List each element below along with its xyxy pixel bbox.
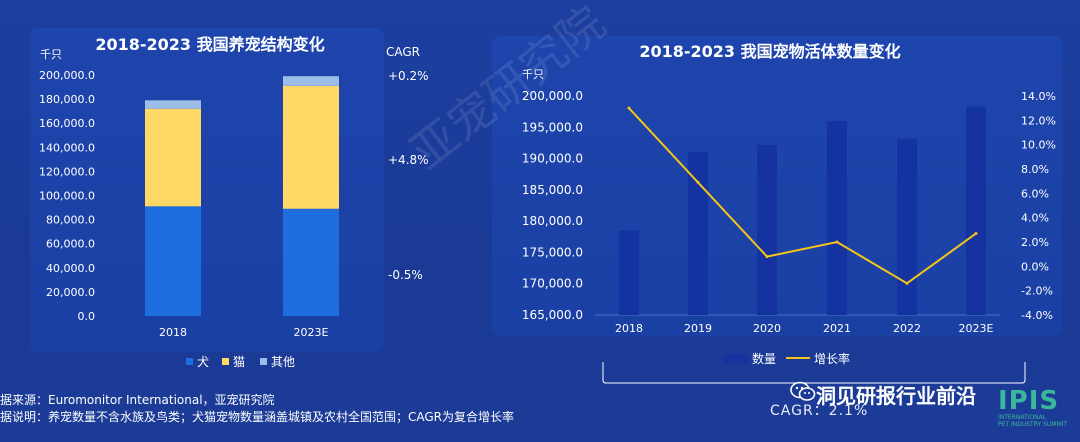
cagr-bracket [602,362,1026,384]
right-y-tick-label: 190,000.0 [522,152,583,166]
right-y-tick-label: 175,000.0 [522,245,583,259]
right-y2-tick-label: 2.0% [1021,236,1049,249]
left-bar-其他-2018 [145,100,201,109]
right-x-tick-label: 2022 [893,322,921,335]
right-y2-tick-label: 0.0% [1021,260,1049,273]
right-bar-2022 [897,138,917,315]
left-legend-label: 其他 [271,355,295,369]
right-y2-tick-label: 4.0% [1021,212,1049,225]
right-y2-tick-label: 12.0% [1021,114,1056,127]
right-x-tick-label: 2021 [823,322,851,335]
ipis-logo-text: IPIS [998,386,1060,416]
left-y-tick-label: 120,000.0 [39,165,95,178]
right-y-tick-label: 200,000.0 [522,89,583,103]
right-y-tick-label: 195,000.0 [522,120,583,134]
left-y-tick-label: 160,000.0 [39,117,95,130]
right-chart-title: 2018-2023 我国宠物活体数量变化 [639,42,900,61]
right-x-tick-label: 2020 [753,322,781,335]
left-y-tick-label: 20,000.0 [46,286,95,299]
cagr-label: +4.8% [388,153,429,167]
growth-rate-line [628,107,977,285]
left-bar-猫-2023E [283,85,339,209]
wechat-icon [790,381,816,401]
left-legend-swatch [186,358,193,365]
ipis-logo: IPIS INTERNATIONAL PET INDUSTRY SUMMIT [998,388,1080,442]
right-x-tick-label: 2019 [684,322,712,335]
cagr-total-label: CAGR：2.1% [770,403,869,419]
left-x-tick-label: 2018 [159,326,187,339]
ipis-logo-sub-1: INTERNATIONAL [998,414,1047,421]
right-y-tick-label: 180,000.0 [522,214,583,228]
left-legend: 犬 猫 其他 [186,355,295,369]
pet-structure-chart: 2018-2023 我国养宠结构变化 千只 CAGR 200,000.0 180,… [39,35,429,369]
cagr-title: CAGR [386,45,420,59]
left-legend-label: 犬 [197,355,209,369]
right-y2-tick-label: -4.0% [1021,309,1053,322]
right-legend-line-label: 增长率 [814,351,850,366]
growth-rate-point-2021 [835,240,839,244]
right-y-unit: 千只 [522,68,544,81]
growth-rate-point-2019 [696,180,700,184]
watermark-brand: 洞见研报行业前沿 [816,384,976,408]
left-y-tick-label: 100,000.0 [39,190,95,203]
right-bar-2019 [688,152,708,315]
left-legend-label: 猫 [233,355,245,369]
left-y-tick-label: 200,000.0 [39,69,95,82]
right-bar-2018 [619,230,639,315]
right-legend-bar-swatch [724,354,748,363]
right-legend: 数量 增长率 [724,351,850,366]
left-y-tick-label: 80,000.0 [46,214,95,227]
left-y-unit: 千只 [40,48,62,61]
right-y2-tick-label: 6.0% [1021,187,1049,200]
footnote-source: 据来源：Euromonitor International，亚宠研究院 [0,393,275,407]
left-bar-犬-2018 [145,206,201,316]
left-y-tick-label: 140,000.0 [39,141,95,154]
left-legend-swatch [260,358,267,365]
right-bar-2021 [827,121,847,316]
right-y2-tick-label: -2.0% [1021,285,1053,298]
right-y2-tick-label: 8.0% [1021,163,1049,176]
growth-rate-point-2022 [905,281,909,285]
left-y-tick-label: 40,000.0 [46,262,95,275]
left-bar-猫-2018 [145,108,201,207]
cagr-label: +0.2% [388,69,429,83]
right-bar-2020 [757,144,777,315]
right-y-tick-label: 165,000.0 [522,308,583,322]
growth-rate-point-2023E [974,231,978,235]
footnote-note: 据说明：养宠数量不含水族及鸟类；犬猫宠物数量涵盖城镇及农村全国范围；CAGR为复… [0,410,515,424]
right-y-tick-label: 185,000.0 [522,183,583,197]
left-bar-其他-2023E [283,76,339,86]
left-x-tick-label: 2023E [294,326,329,339]
growth-rate-point-2020 [765,255,769,259]
right-y2-tick-label: 14.0% [1021,90,1056,103]
left-legend-swatch [222,358,229,365]
left-y-tick-label: 0.0 [78,310,96,323]
right-x-tick-label: 2018 [615,322,643,335]
right-y2-tick-label: 10.0% [1021,139,1056,152]
cagr-label: -0.5% [388,268,423,282]
left-y-tick-label: 180,000.0 [39,93,95,106]
left-y-tick-label: 60,000.0 [46,238,95,251]
right-bar-2023E [966,106,986,315]
right-legend-bar-label: 数量 [752,351,776,366]
growth-rate-point-2018 [627,106,631,110]
pet-population-chart: 2018-2023 我国宠物活体数量变化 千只 200,000.0 195,000… [522,42,1056,384]
left-bar-犬-2023E [283,208,339,316]
right-y-tick-label: 170,000.0 [522,277,583,291]
ipis-logo-sub-2: PET INDUSTRY SUMMIT [998,421,1068,428]
left-chart-title: 2018-2023 我国养宠结构变化 [95,35,324,54]
right-x-tick-label: 2023E [959,322,994,335]
